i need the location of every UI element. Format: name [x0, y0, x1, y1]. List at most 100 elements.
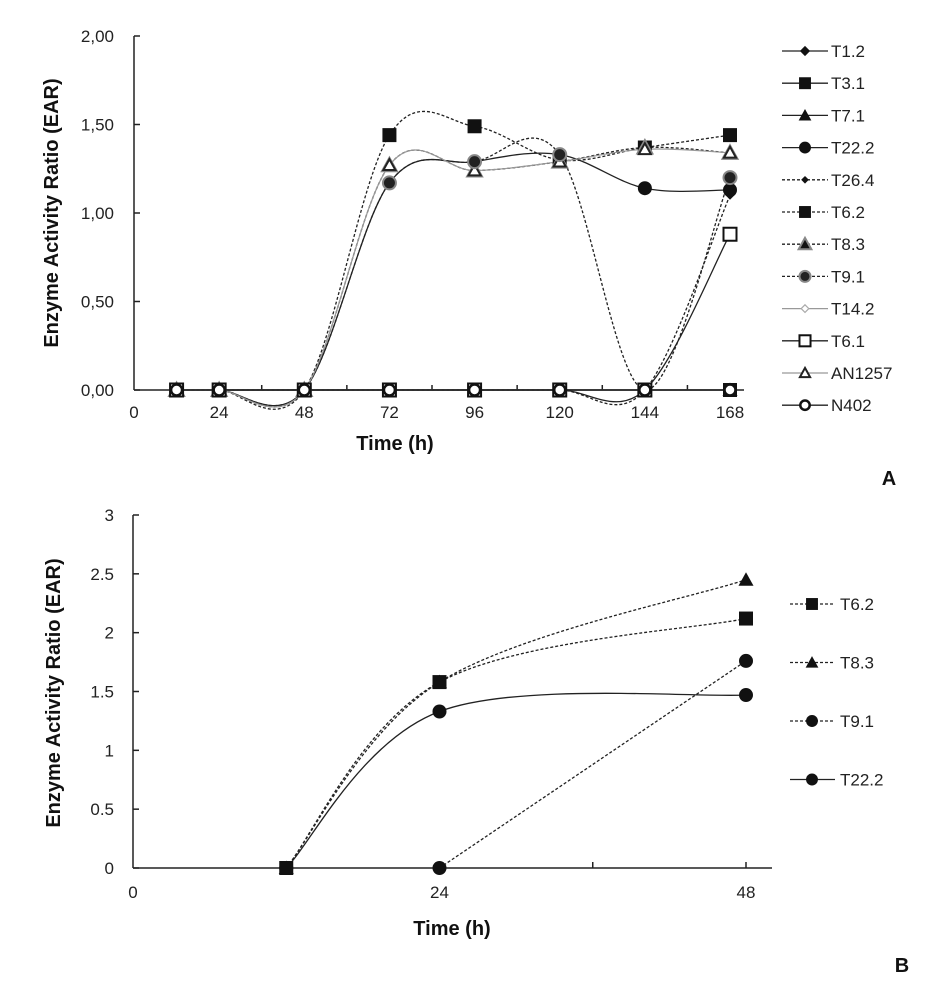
panel-a-y-tick-label: 1,50: [81, 116, 114, 135]
panel-a-point-n402: [297, 383, 312, 397]
panel-b-point-t22-2: [739, 688, 753, 703]
panel-a-legend-item: T7.1: [782, 106, 865, 125]
panel-a-series-line-t9-1: [176, 137, 731, 407]
panel-a-legend-label: T8.3: [831, 235, 865, 254]
panel-a-legend-label: T9.1: [831, 267, 865, 286]
panel-a-legend-label: T1.2: [831, 42, 865, 61]
panel-a-point-t9-1: [722, 170, 738, 186]
legend-marker-icon: [799, 45, 811, 57]
panel-b-legend-item: T8.3: [790, 654, 874, 673]
panel-a-legend-item: T6.2: [782, 203, 865, 222]
panel-a-point-t9-1: [467, 154, 483, 170]
panel-a-point-t22-2: [723, 182, 737, 197]
legend-marker-icon: [806, 598, 818, 610]
legend-marker-icon: [800, 303, 810, 314]
panel-a-legend-item: T3.1: [782, 74, 865, 93]
panel-b-legend-label: T22.2: [840, 771, 883, 790]
panel-b-y-tick-label: 2: [105, 624, 114, 643]
panel-b-y-tick-label: 1.5: [90, 683, 114, 702]
panel-a-point-t6-2: [382, 128, 397, 143]
panel-b-series-line-t6-2: [285, 617, 747, 869]
panel-a-legend-label: T14.2: [831, 300, 874, 319]
legend-marker-icon: [805, 656, 819, 668]
panel-a-point-n402: [552, 383, 567, 397]
panel-a-legend-item: T9.1: [782, 267, 865, 286]
legend-marker-icon: [799, 206, 811, 218]
legend-marker-icon: [799, 77, 811, 90]
panel-a-x-tick-label: 72: [380, 403, 399, 422]
panel-a-legend-label: T7.1: [831, 106, 865, 125]
panel-b-series-line-t8-3: [285, 579, 747, 869]
panel-a-point-an1257: [722, 144, 738, 159]
panel-a-point-t6-1: [722, 226, 738, 242]
panel-a-legend-item: T1.2: [782, 42, 865, 61]
panel-a-legend-item: T6.1: [782, 332, 865, 351]
panel-a-legend-label: T26.4: [831, 171, 874, 190]
panel-a-legend-label: N402: [831, 396, 872, 415]
panel-b-legend-item: T6.2: [790, 595, 874, 614]
panel-b-point-t9-1: [432, 861, 447, 875]
panel-b-point-t8-3: [432, 674, 447, 689]
panel-b-legend-item: T22.2: [790, 771, 883, 790]
panel-a-legend-label: T6.2: [831, 203, 865, 222]
panel-b-point-t8-3: [738, 572, 754, 586]
panel-a-legend-label: T6.1: [831, 332, 865, 351]
panel-a-point-an1257: [381, 157, 398, 172]
panel-a-y-axis-title: Enzyme Activity Ratio (EAR): [41, 78, 63, 347]
panel-a-series-line-an1257: [176, 148, 731, 408]
panel-a-legend-item: T14.2: [782, 300, 874, 319]
panel-a-point-n402: [169, 383, 184, 397]
panel-a-legend-item: T26.4: [782, 171, 874, 190]
panel-a-legend-label: AN1257: [831, 364, 892, 383]
panel-b-x-tick-label: 24: [430, 883, 449, 902]
legend-marker-icon: [798, 334, 812, 348]
panel-a-point-t22-2: [637, 181, 652, 196]
panel-b-y-axis-title: Enzyme Activity Ratio (EAR): [43, 558, 65, 827]
panel-a-point-t6-2: [467, 119, 482, 134]
legend-marker-icon: [798, 365, 812, 379]
panel-b-y-tick-label: 3: [105, 506, 114, 525]
panel-a-series-line-t6-1: [176, 233, 731, 403]
panel-a-y-tick-label: 0,00: [81, 381, 114, 400]
panel-a-point-n402: [723, 383, 737, 397]
panel-a-x-tick-label: 144: [631, 403, 659, 422]
panel-b-y-tick-label: 0.5: [90, 800, 114, 819]
panel-a-legend-label: T22.2: [831, 139, 874, 158]
panel-a-legend-label: T3.1: [831, 74, 865, 93]
panel-a-legend-item: N402: [782, 396, 872, 415]
panel-b-y-tick-label: 1: [105, 741, 114, 760]
panel-b-legend-item: T9.1: [790, 712, 874, 731]
panel-b-point-t6-2: [739, 611, 753, 626]
panel-a-x-tick-label: 0: [129, 403, 138, 422]
panel-b-x-tick-label: 0: [128, 883, 137, 902]
legend-marker-icon: [799, 141, 811, 154]
panel-b-label: B: [895, 955, 909, 977]
panel-a-point-n402: [382, 383, 397, 397]
panel-a-point-n402: [212, 383, 226, 397]
panel-b-point-t22-2: [279, 861, 294, 875]
panel-a-point-an1257: [637, 141, 653, 156]
panel-a-legend-item: AN1257: [782, 364, 892, 383]
panel-a-x-tick-label: 48: [295, 403, 314, 422]
legend-marker-icon: [806, 715, 818, 727]
panel-b: Enzyme Activity Ratio (EAR) Time (h) B 0…: [43, 506, 909, 977]
panel-a-y-tick-label: 2,00: [81, 27, 114, 46]
panel-b-series-line-t22-2: [285, 692, 747, 869]
panel-a-label: A: [882, 468, 896, 490]
panel-a-x-tick-label: 96: [465, 403, 484, 422]
panel-a-x-tick-label: 168: [716, 403, 744, 422]
panel-b-x-axis-title: Time (h): [413, 918, 490, 940]
panel-a-legend-item: T22.2: [782, 139, 874, 158]
panel-a-y-tick-label: 1,00: [81, 204, 114, 223]
panel-a-point-n402: [638, 383, 652, 397]
panel-a-point-t6-2: [723, 128, 737, 143]
panel-a-point-n402: [467, 383, 482, 397]
panel-b-legend-label: T8.3: [840, 654, 874, 673]
panel-a-y-tick-label: 0,50: [81, 293, 114, 312]
legend-marker-icon: [801, 175, 809, 184]
panel-b-point-t22-2: [432, 704, 447, 719]
legend-marker-icon: [806, 773, 818, 786]
panel-b-point-t9-1: [739, 653, 753, 668]
legend-marker-icon: [799, 399, 811, 412]
